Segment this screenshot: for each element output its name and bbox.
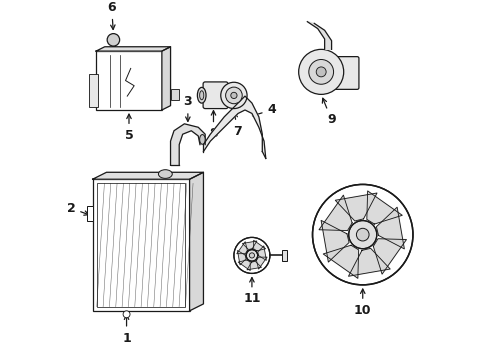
Polygon shape (238, 251, 246, 265)
Polygon shape (348, 248, 390, 276)
Bar (89, 74, 98, 107)
Polygon shape (323, 245, 359, 278)
Polygon shape (258, 246, 267, 260)
Circle shape (356, 228, 369, 241)
Circle shape (313, 184, 413, 285)
Bar (97, 183, 185, 307)
Polygon shape (254, 240, 266, 251)
Polygon shape (256, 257, 267, 269)
Polygon shape (162, 47, 171, 110)
Ellipse shape (199, 91, 204, 100)
Circle shape (316, 67, 326, 77)
Text: 11: 11 (243, 278, 261, 306)
Circle shape (225, 87, 242, 104)
Circle shape (246, 249, 258, 261)
Polygon shape (237, 242, 247, 254)
Polygon shape (171, 124, 205, 165)
Bar (87, 206, 93, 221)
Polygon shape (321, 220, 349, 262)
Text: 1: 1 (122, 315, 131, 345)
Ellipse shape (197, 87, 206, 103)
Polygon shape (93, 172, 203, 179)
Polygon shape (247, 261, 262, 270)
Polygon shape (96, 47, 171, 51)
Text: 2: 2 (67, 202, 89, 215)
Circle shape (221, 82, 247, 109)
Circle shape (309, 59, 334, 84)
Polygon shape (307, 22, 332, 49)
Polygon shape (376, 207, 404, 249)
Text: 6: 6 (107, 1, 116, 30)
Text: 10: 10 (354, 289, 371, 317)
Text: 8: 8 (209, 111, 218, 140)
Text: 9: 9 (322, 98, 336, 126)
Polygon shape (373, 239, 406, 274)
Text: 4: 4 (252, 103, 276, 117)
Polygon shape (203, 96, 266, 158)
Circle shape (123, 311, 130, 318)
Bar (171, 89, 179, 100)
Text: 5: 5 (124, 114, 133, 142)
Bar (93, 179, 190, 311)
Circle shape (107, 33, 120, 46)
Text: 3: 3 (184, 95, 192, 121)
Text: 7: 7 (233, 113, 242, 138)
FancyBboxPatch shape (331, 57, 359, 89)
Ellipse shape (158, 170, 172, 178)
Ellipse shape (199, 135, 205, 144)
Polygon shape (335, 193, 377, 221)
Circle shape (349, 221, 377, 249)
FancyBboxPatch shape (203, 82, 228, 109)
Circle shape (299, 49, 343, 94)
Bar (96, 51, 162, 110)
Polygon shape (367, 191, 402, 224)
Polygon shape (243, 241, 257, 249)
Polygon shape (319, 195, 352, 230)
Polygon shape (238, 260, 250, 271)
Bar (282, 250, 287, 261)
Circle shape (249, 253, 254, 258)
Circle shape (234, 237, 270, 274)
Polygon shape (190, 172, 203, 311)
Circle shape (231, 92, 237, 99)
